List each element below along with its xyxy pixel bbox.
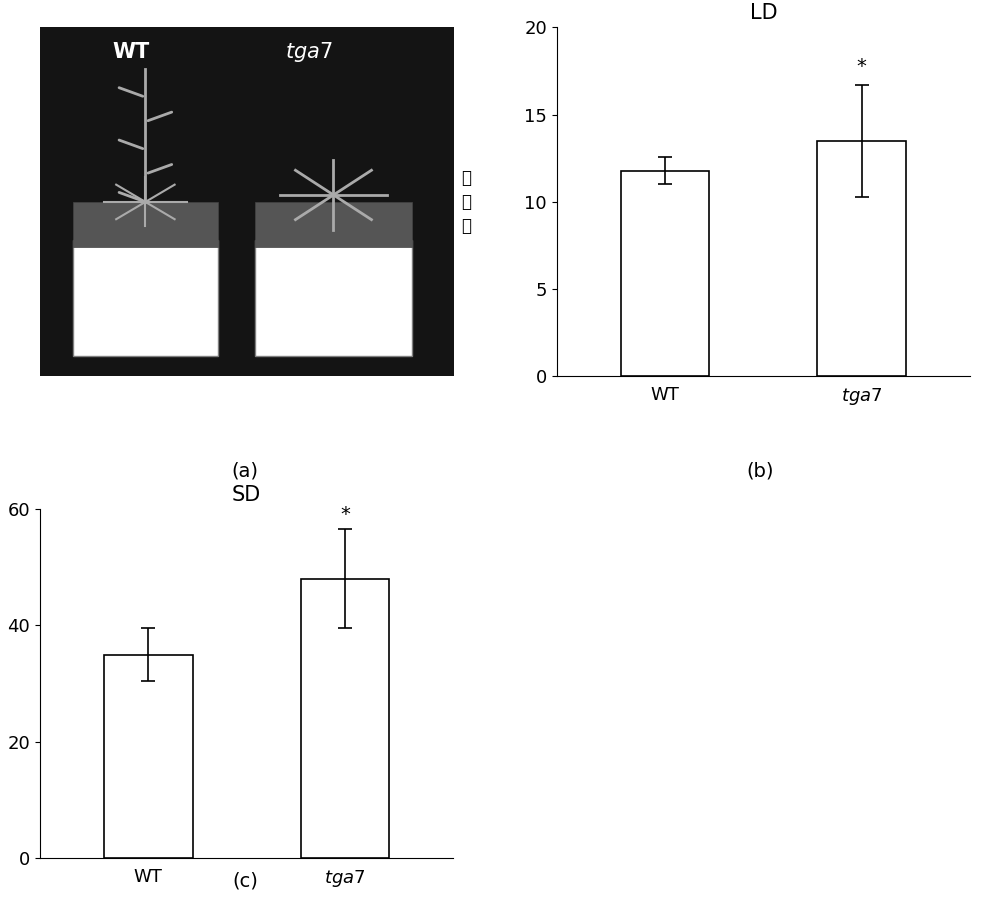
Text: (a): (a) — [232, 461, 258, 480]
Text: *: * — [340, 505, 350, 524]
Bar — [621, 171, 709, 376]
Bar — [73, 240, 218, 355]
Text: (c): (c) — [232, 872, 258, 891]
Text: $tga7$: $tga7$ — [285, 40, 333, 64]
Bar — [255, 202, 412, 247]
Bar — [817, 141, 906, 376]
Bar — [255, 240, 412, 355]
Title: SD: SD — [232, 485, 261, 505]
Bar — [301, 579, 389, 858]
Text: WT: WT — [112, 42, 150, 62]
Text: *: * — [857, 58, 867, 77]
Bar — [104, 655, 193, 858]
Bar — [73, 202, 218, 247]
Text: 叶
片
数: 叶 片 数 — [461, 169, 471, 235]
Title: LD: LD — [750, 3, 777, 23]
Text: (b): (b) — [746, 461, 774, 480]
